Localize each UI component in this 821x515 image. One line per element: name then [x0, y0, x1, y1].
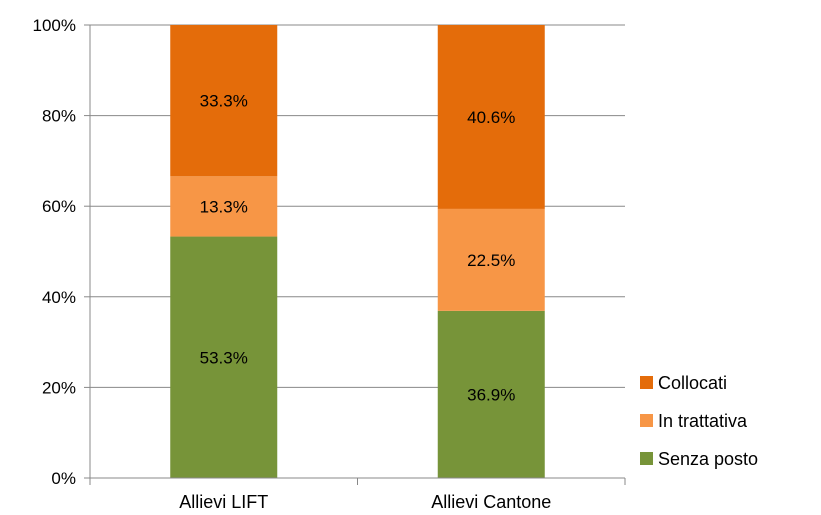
- data-labels: 53.3% 13.3% 33.3% 36.9% 22.5% 40.6%: [200, 92, 516, 405]
- bar-segment: [437, 310, 545, 478]
- legend-label: Senza posto: [658, 449, 758, 469]
- bar-segment: [437, 208, 545, 311]
- x-category-label: Allievi Cantone: [431, 492, 551, 512]
- data-label: 36.9%: [467, 385, 515, 404]
- bars: [170, 25, 545, 478]
- bar-segment: [170, 25, 278, 177]
- x-category-label: Allievi LIFT: [179, 492, 268, 512]
- legend-label: In trattativa: [658, 411, 748, 431]
- axes: 0% 20% 40% 60% 80% 100% Allievi LIFT Allievi Ca…: [33, 16, 626, 512]
- data-label: 40.6%: [467, 108, 515, 127]
- y-tick-label: 60%: [42, 197, 76, 216]
- legend-swatch: [640, 452, 653, 465]
- y-tick-label: 40%: [42, 288, 76, 307]
- data-label: 53.3%: [200, 348, 248, 367]
- y-tick-label: 80%: [42, 107, 76, 126]
- data-label: 33.3%: [200, 92, 248, 111]
- data-label: 22.5%: [467, 251, 515, 270]
- legend: Collocati In trattativa Senza posto: [640, 373, 758, 469]
- y-tick-label: 0%: [51, 469, 76, 488]
- legend-swatch: [640, 376, 653, 389]
- y-tick-label: 20%: [42, 378, 76, 397]
- y-tick-label: 100%: [33, 16, 76, 35]
- bar-segment: [437, 25, 545, 209]
- bar-segment: [170, 176, 278, 237]
- data-label: 13.3%: [200, 197, 248, 216]
- legend-swatch: [640, 414, 653, 427]
- bar-segment: [170, 236, 278, 478]
- legend-label: Collocati: [658, 373, 727, 393]
